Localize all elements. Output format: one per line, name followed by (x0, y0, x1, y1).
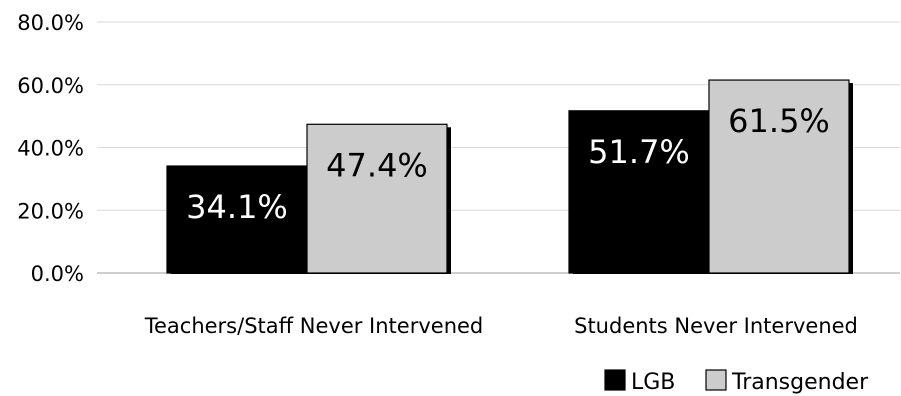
data-label: 61.5% (728, 102, 830, 140)
bars: 34.1% 47.4% 51.7% 61.5% (166, 79, 853, 274)
bar-lgb (166, 165, 308, 274)
legend-label: LGB (631, 370, 675, 395)
x-category-label: Students Never Intervened (574, 314, 858, 338)
y-tick-label: 0.0% (31, 262, 84, 286)
y-tick-label: 80.0% (17, 11, 84, 35)
legend-label: Transgender (731, 370, 869, 395)
bar-transgender (708, 79, 850, 274)
x-category-label: Teachers/Staff Never Intervened (144, 314, 484, 338)
y-tick-label: 40.0% (17, 137, 84, 161)
y-tick-label: 20.0% (17, 199, 84, 223)
y-tick-label: 60.0% (17, 74, 84, 98)
legend: LGB Transgender (604, 369, 869, 395)
data-label: 34.1% (186, 188, 288, 226)
bar-lgb (568, 110, 710, 274)
data-label: 51.7% (588, 133, 690, 171)
data-label: 47.4% (326, 146, 428, 184)
x-axis: Teachers/Staff Never Intervened Students … (144, 314, 858, 338)
bar-transgender (306, 123, 448, 274)
legend-swatch-lgb (604, 369, 626, 391)
y-axis: 0.0% 20.0% 40.0% 60.0% 80.0% (17, 11, 84, 286)
legend-swatch-transgender (705, 369, 727, 391)
